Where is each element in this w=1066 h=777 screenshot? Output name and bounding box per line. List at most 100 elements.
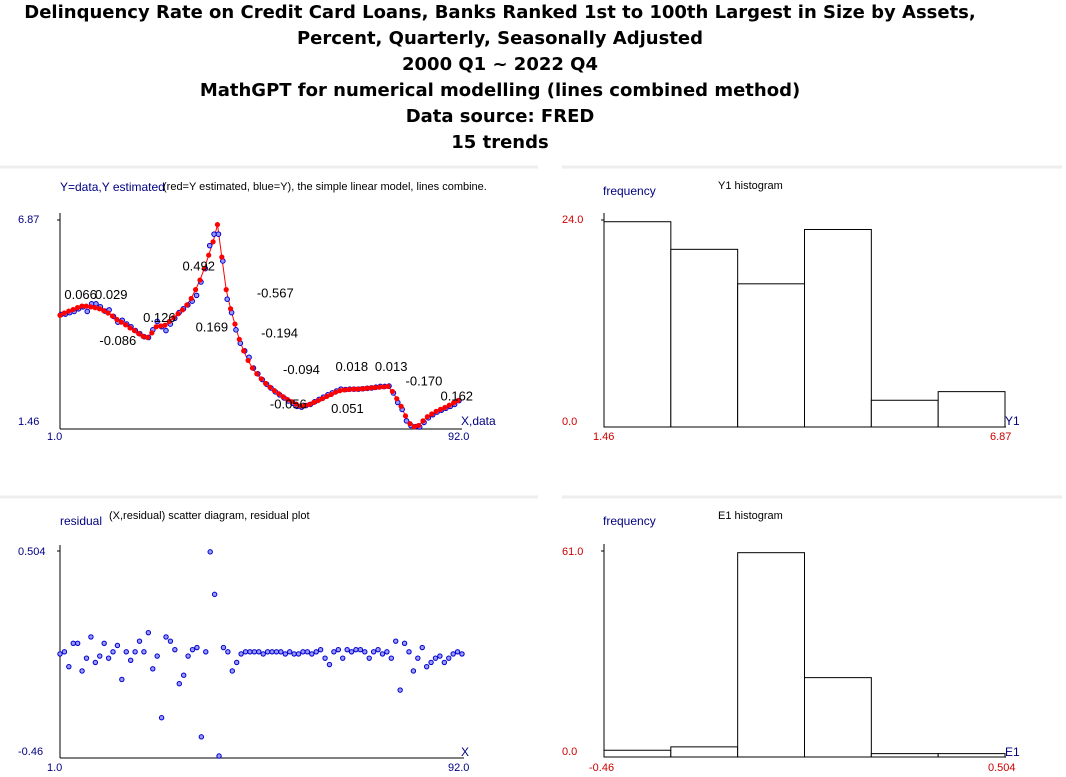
residual-point: [335, 646, 342, 653]
fit-ytick-bottom: 1.46: [18, 416, 39, 428]
data-point: [154, 318, 161, 325]
residual-xtick-right: 92.0: [448, 762, 469, 774]
residual-point: [264, 649, 271, 655]
residual-point: [163, 634, 169, 640]
estimated-point: [166, 318, 172, 324]
fit-marks: [57, 221, 462, 430]
y1-hist-xtick-right: 6.87: [990, 431, 1011, 443]
y1-hist-xlabel: Y1: [1005, 414, 1020, 428]
estimated-point: [88, 304, 94, 310]
estimated-point: [416, 422, 422, 429]
estimated-point: [241, 348, 247, 354]
estimated-point: [372, 384, 378, 391]
estimated-point: [359, 386, 365, 392]
residual-point: [415, 655, 421, 661]
residual-xtick-left: 1.0: [47, 762, 62, 774]
residual-point: [309, 651, 315, 657]
estimated-point: [136, 331, 142, 337]
fit-title: (red=Y estimated, blue=Y), the simple li…: [163, 181, 487, 193]
y1-hist-ytick-top: 24.0: [562, 214, 583, 226]
residual-point: [353, 646, 359, 653]
estimated-point: [437, 406, 444, 412]
estimated-point: [280, 394, 286, 400]
residual-point: [437, 653, 443, 659]
estimated-point: [402, 413, 409, 419]
residual-point: [326, 661, 333, 668]
estimated-point: [140, 333, 146, 339]
estimated-point: [398, 403, 404, 409]
residual-point: [273, 649, 280, 655]
estimated-point: [411, 424, 417, 430]
residual-point: [123, 649, 129, 655]
estimated-point: [74, 305, 81, 311]
trend-label: 0.162: [441, 389, 474, 404]
residual-point: [397, 687, 403, 693]
residual-point: [207, 549, 213, 555]
estimated-point: [407, 420, 413, 427]
estimated-point: [451, 400, 457, 406]
histogram-bar: [603, 749, 672, 758]
estimated-point: [123, 322, 129, 328]
trend-label: 0.013: [375, 359, 408, 374]
e1-hist-ytick-bottom: 0.0: [562, 746, 577, 758]
estimated-point: [276, 391, 282, 397]
estimated-point: [302, 402, 308, 409]
estimated-point: [96, 306, 102, 312]
estimated-point: [162, 322, 168, 328]
estimated-line: [59, 224, 459, 428]
estimated-point: [144, 334, 151, 341]
y1-hist-title: Y1 histogram: [718, 180, 783, 192]
residual-point: [393, 638, 399, 644]
histogram-bar: [937, 753, 1006, 758]
residual-point: [432, 655, 439, 661]
estimated-point: [157, 323, 164, 329]
residual-point: [256, 649, 262, 655]
residual-point: [136, 638, 143, 644]
e1-hist-xlabel: E1: [1005, 745, 1020, 759]
residual-point: [194, 644, 200, 651]
histogram-bar: [670, 746, 739, 758]
residual-point: [278, 649, 284, 655]
fit-xlabel: X,data: [461, 414, 496, 428]
residual-point: [110, 649, 116, 655]
estimated-point: [109, 313, 116, 319]
estimated-point: [223, 287, 229, 293]
e1-hist-xtick-right: 0.504: [988, 762, 1016, 774]
title-line-4: MathGPT for numerical modelling (lines c…: [199, 80, 801, 101]
histogram-bar: [737, 552, 806, 758]
residual-point: [158, 715, 165, 721]
e1-hist-title: E1 histogram: [718, 510, 783, 522]
residual-point: [83, 655, 90, 661]
trend-label: -0.567: [257, 285, 294, 300]
residual-point: [366, 655, 372, 661]
trend-label: -0.094: [283, 362, 320, 377]
residual-marks: [57, 549, 465, 759]
residual-point: [454, 649, 461, 655]
residual-point: [446, 655, 452, 661]
data-point: [233, 327, 239, 333]
residual-point: [211, 591, 218, 598]
estimated-point: [267, 384, 273, 390]
residual-point: [79, 668, 85, 674]
residual-point: [176, 680, 182, 687]
estimated-point: [381, 384, 387, 390]
y1-hist-bars: [603, 221, 1006, 428]
residual-ytick-bottom: -0.46: [18, 746, 43, 758]
y1-hist-ylabel: frequency: [603, 184, 656, 198]
y1-hist-xtick-left: 1.46: [593, 431, 614, 443]
estimated-point: [363, 385, 369, 391]
estimated-point: [245, 357, 251, 364]
trend-label: 0.051: [331, 401, 364, 416]
trend-label: 0.029: [95, 287, 128, 302]
residual-point: [375, 646, 381, 653]
residual-point: [225, 649, 231, 655]
residual-point: [357, 646, 364, 653]
estimated-point: [101, 308, 107, 314]
residual-point: [172, 646, 178, 653]
residual-point: [220, 644, 227, 651]
estimated-point: [118, 319, 124, 325]
residual-point: [317, 646, 324, 653]
residual-point: [167, 638, 174, 644]
residual-point: [423, 663, 430, 670]
